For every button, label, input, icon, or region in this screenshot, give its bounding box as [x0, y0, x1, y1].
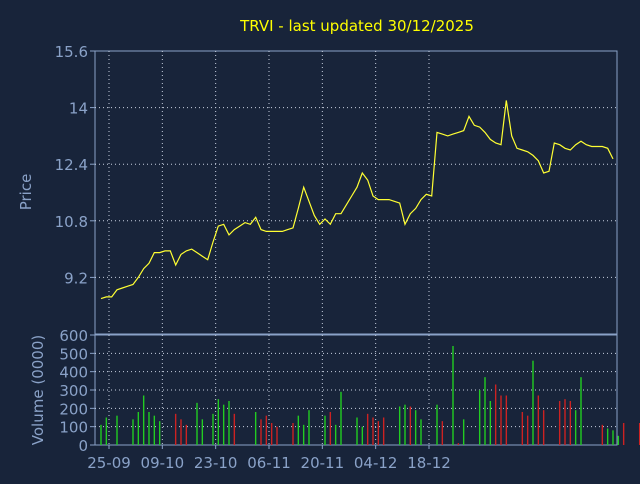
x-tick-label: 09-10	[141, 454, 185, 472]
price-y-ticks: 15.6 14 12.4 10.8 9.2	[55, 43, 95, 287]
volume-axis-label: Volume (0000)	[29, 335, 47, 445]
price-plot-frame	[94, 50, 618, 335]
volume-tick-label: 400	[59, 364, 88, 382]
volume-tick-label: 300	[59, 382, 88, 400]
x-tick-label: 25-09	[87, 454, 131, 472]
price-axis-label: Price	[17, 174, 35, 211]
x-tick-label: 23-10	[194, 454, 238, 472]
price-line	[100, 100, 614, 300]
price-tick-label: 15.6	[55, 43, 88, 61]
volume-tick-label: 500	[59, 345, 88, 363]
price-grid	[95, 51, 617, 334]
x-tick-label: 20-11	[301, 454, 345, 472]
chart-title: TRVI - last updated 30/12/2025	[239, 17, 474, 35]
price-tick-label: 12.4	[55, 156, 88, 174]
volume-bars	[100, 346, 640, 445]
price-tick-label: 14	[69, 100, 88, 118]
price-series	[100, 100, 614, 300]
x-tick-label: 18-12	[407, 454, 451, 472]
x-tick-label: 06-11	[247, 454, 291, 472]
price-tick-label: 9.2	[64, 269, 88, 287]
volume-tick-label: 600	[59, 327, 88, 345]
volume-tick-label: 0	[78, 437, 88, 455]
volume-tick-label: 100	[59, 419, 88, 437]
volume-grid	[95, 335, 617, 445]
price-tick-label: 10.8	[55, 213, 88, 231]
volume-tick-label: 200	[59, 400, 88, 418]
x-tick-label: 04-12	[354, 454, 398, 472]
x-axis-ticks: 25-09 09-10 23-10 06-11 20-11 04-12 18-12	[87, 445, 451, 472]
